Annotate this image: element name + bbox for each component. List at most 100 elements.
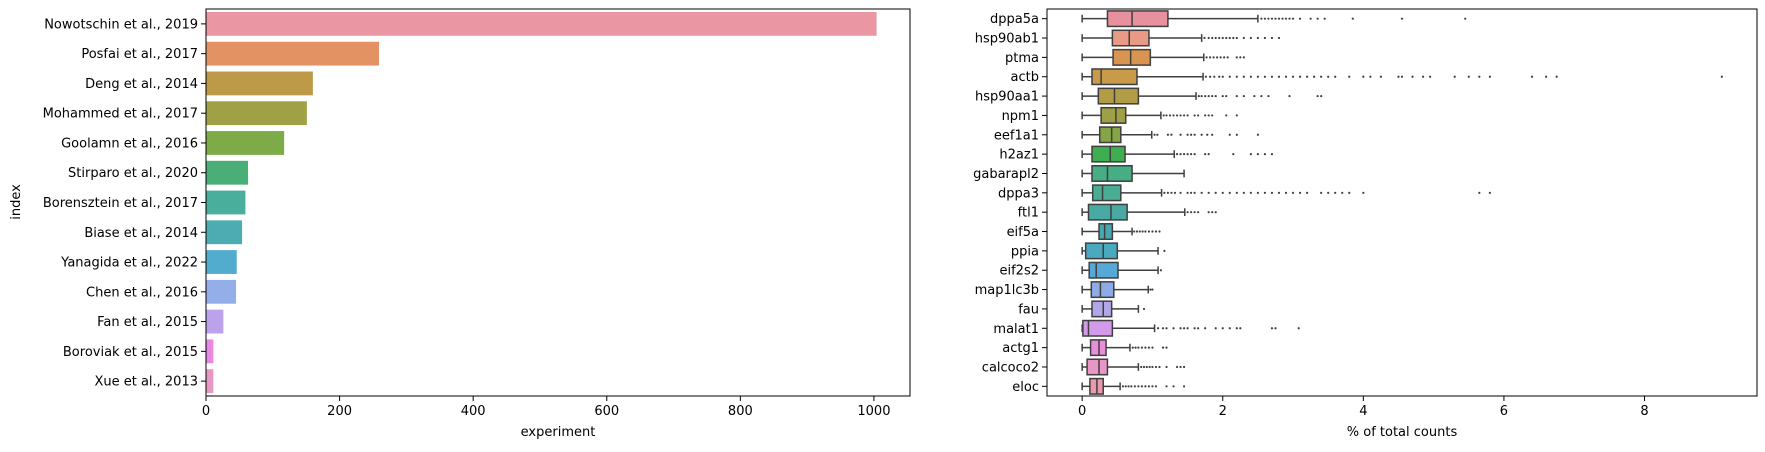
boxplot-total-counts: dppa5a hsp90ab1 ptma actb hsp90aa1 npm1 eef1a1… — [973, 8, 1758, 419]
y-tick-label: fau — [1018, 302, 1039, 317]
outlier-point — [1411, 75, 1414, 78]
outlier-point — [1239, 56, 1242, 59]
outlier-point — [1334, 75, 1337, 78]
outlier-point — [1156, 133, 1159, 136]
outlier-point — [1197, 211, 1200, 214]
outlier-point — [1270, 17, 1274, 20]
outlier-point — [1232, 36, 1235, 40]
outlier-point — [1149, 288, 1152, 291]
outlier-point — [1232, 153, 1235, 156]
outlier-point — [1284, 17, 1288, 20]
outlier-point — [1320, 94, 1323, 98]
outlier-point — [1284, 75, 1288, 78]
outlier-point — [1197, 327, 1200, 330]
box — [1091, 145, 1126, 163]
outlier-point — [1203, 36, 1206, 40]
outlier-point — [1213, 75, 1216, 78]
outlier-point — [1162, 114, 1165, 117]
y-tick-label: eef1a1 — [994, 128, 1039, 143]
outlier-point — [1200, 191, 1203, 194]
outlier-point — [1179, 153, 1182, 156]
outlier-point — [1228, 327, 1231, 330]
outlier-point — [1478, 191, 1481, 194]
outlier-point — [1274, 327, 1277, 330]
outlier-point — [1263, 75, 1267, 78]
y-tick-label: eif5a — [1007, 225, 1039, 240]
outlier-point — [1121, 385, 1125, 388]
y-tick-label: hsp90aa1 — [975, 90, 1039, 105]
outlier-point — [1288, 94, 1291, 98]
outlier-point — [1235, 36, 1238, 40]
left-axes-frame — [205, 8, 911, 397]
outlier-point — [1207, 94, 1210, 98]
outlier-point — [1277, 191, 1281, 194]
outlier-point — [1242, 56, 1245, 59]
outlier-point — [1216, 56, 1219, 59]
outlier-point — [1267, 94, 1270, 98]
y-tick-label: Posfai et al., 2017 — [81, 47, 198, 62]
left-x-tick-label: 800 — [728, 404, 753, 419]
y-tick-label: Fan et al., 2015 — [97, 315, 198, 330]
outlier-point — [1172, 114, 1175, 117]
outlier-point — [1270, 327, 1274, 330]
box — [1098, 223, 1114, 241]
outlier-point — [1228, 75, 1231, 78]
outlier-point — [1130, 385, 1133, 388]
outlier-point — [1421, 75, 1425, 78]
outlier-point — [1369, 75, 1372, 78]
outlier-point — [1207, 191, 1210, 194]
outlier-point — [1144, 346, 1147, 349]
outlier-point — [1211, 94, 1214, 98]
outlier-point — [1223, 56, 1226, 59]
box — [1091, 164, 1133, 182]
y-tick-label: npm1 — [1002, 109, 1039, 124]
left-x-axis-label: experiment — [521, 425, 596, 440]
outlier-point — [1214, 94, 1217, 98]
outlier-point — [1190, 191, 1193, 194]
box — [1086, 358, 1109, 376]
outlier-point — [1270, 36, 1274, 40]
bar — [206, 71, 313, 96]
box — [1090, 281, 1115, 299]
right-x-tick-label: 2 — [1219, 404, 1227, 419]
outlier-point — [1165, 346, 1168, 349]
outlier-point — [1291, 75, 1295, 78]
y-tick-label: hsp90ab1 — [975, 32, 1039, 47]
outlier-point — [1170, 133, 1173, 136]
box — [1112, 48, 1152, 66]
y-tick-label: ptma — [1005, 51, 1039, 66]
y-tick-label: eif2s2 — [999, 264, 1039, 279]
y-tick-label: Borensztein et al., 2017 — [43, 196, 198, 211]
outlier-point — [1327, 75, 1330, 78]
outlier-point — [1530, 75, 1534, 78]
outlier-point — [1163, 191, 1166, 194]
outlier-point — [1228, 133, 1231, 136]
box — [1097, 87, 1140, 105]
outlier-point — [1221, 327, 1224, 330]
outlier-point — [1190, 211, 1193, 214]
outlier-point — [1151, 365, 1154, 369]
outlier-point — [1225, 114, 1228, 117]
outlier-point — [1400, 75, 1404, 78]
box — [1106, 10, 1169, 28]
outlier-point — [1225, 94, 1228, 98]
right-x-axis-label: % of total counts — [1347, 425, 1458, 440]
right-axes-frame — [1046, 8, 1758, 397]
outlier-point — [1147, 346, 1151, 349]
outlier-point — [1158, 230, 1161, 233]
outlier-point — [1137, 385, 1140, 388]
outlier-point — [1235, 327, 1238, 330]
y-tick-label: Deng et al., 2014 — [85, 77, 198, 92]
outlier-point — [1488, 191, 1491, 194]
outlier-point — [1182, 327, 1186, 330]
outlier-point — [1305, 75, 1309, 78]
outlier-point — [1207, 36, 1210, 40]
outlier-point — [1156, 327, 1160, 330]
outlier-point — [1154, 385, 1158, 388]
y-tick-label: Stirparo et al., 2020 — [68, 166, 198, 181]
outlier-point — [1165, 385, 1168, 388]
bar — [206, 41, 379, 66]
outlier-point — [1297, 327, 1300, 330]
left-x-tick-label: 0 — [202, 404, 210, 419]
outlier-point — [1179, 114, 1182, 117]
